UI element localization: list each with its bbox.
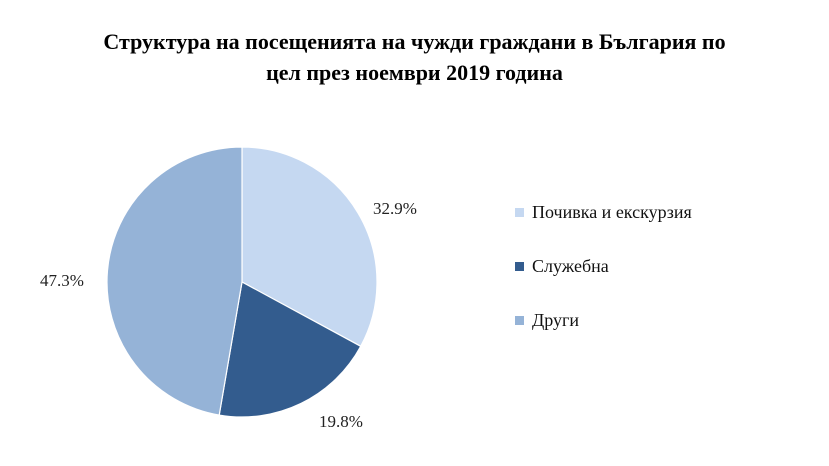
data-label-leisure: 32.9%	[373, 199, 417, 218]
legend-item-leisure: Почивка и екскурзия	[515, 199, 692, 225]
legend-swatch-other	[515, 315, 524, 325]
legend-swatch-business	[515, 261, 524, 271]
pie-slice-leisure	[241, 146, 378, 348]
legend-item-other: Други	[515, 307, 692, 333]
legend-label-other: Други	[532, 309, 580, 330]
chart-title-line-1: Структура на посещенията на чужди гражда…	[103, 29, 726, 54]
data-label-other: 47.3%	[40, 271, 84, 290]
chart-title-line-2: цел през ноември 2019 година	[266, 60, 563, 85]
legend-swatch-leisure	[515, 207, 524, 217]
pie-slice-business	[218, 281, 362, 418]
legend-item-business: Служебна	[515, 253, 692, 279]
chart-title: Структура на посещенията на чужди гражда…	[0, 26, 829, 88]
legend-label-business: Служебна	[532, 255, 609, 276]
data-label-business: 19.8%	[319, 412, 363, 431]
pie-slice-other	[106, 146, 243, 416]
legend-label-leisure: Почивка и екскурзия	[532, 201, 692, 222]
legend: Почивка и екскурзия Служебна Други	[515, 199, 692, 361]
